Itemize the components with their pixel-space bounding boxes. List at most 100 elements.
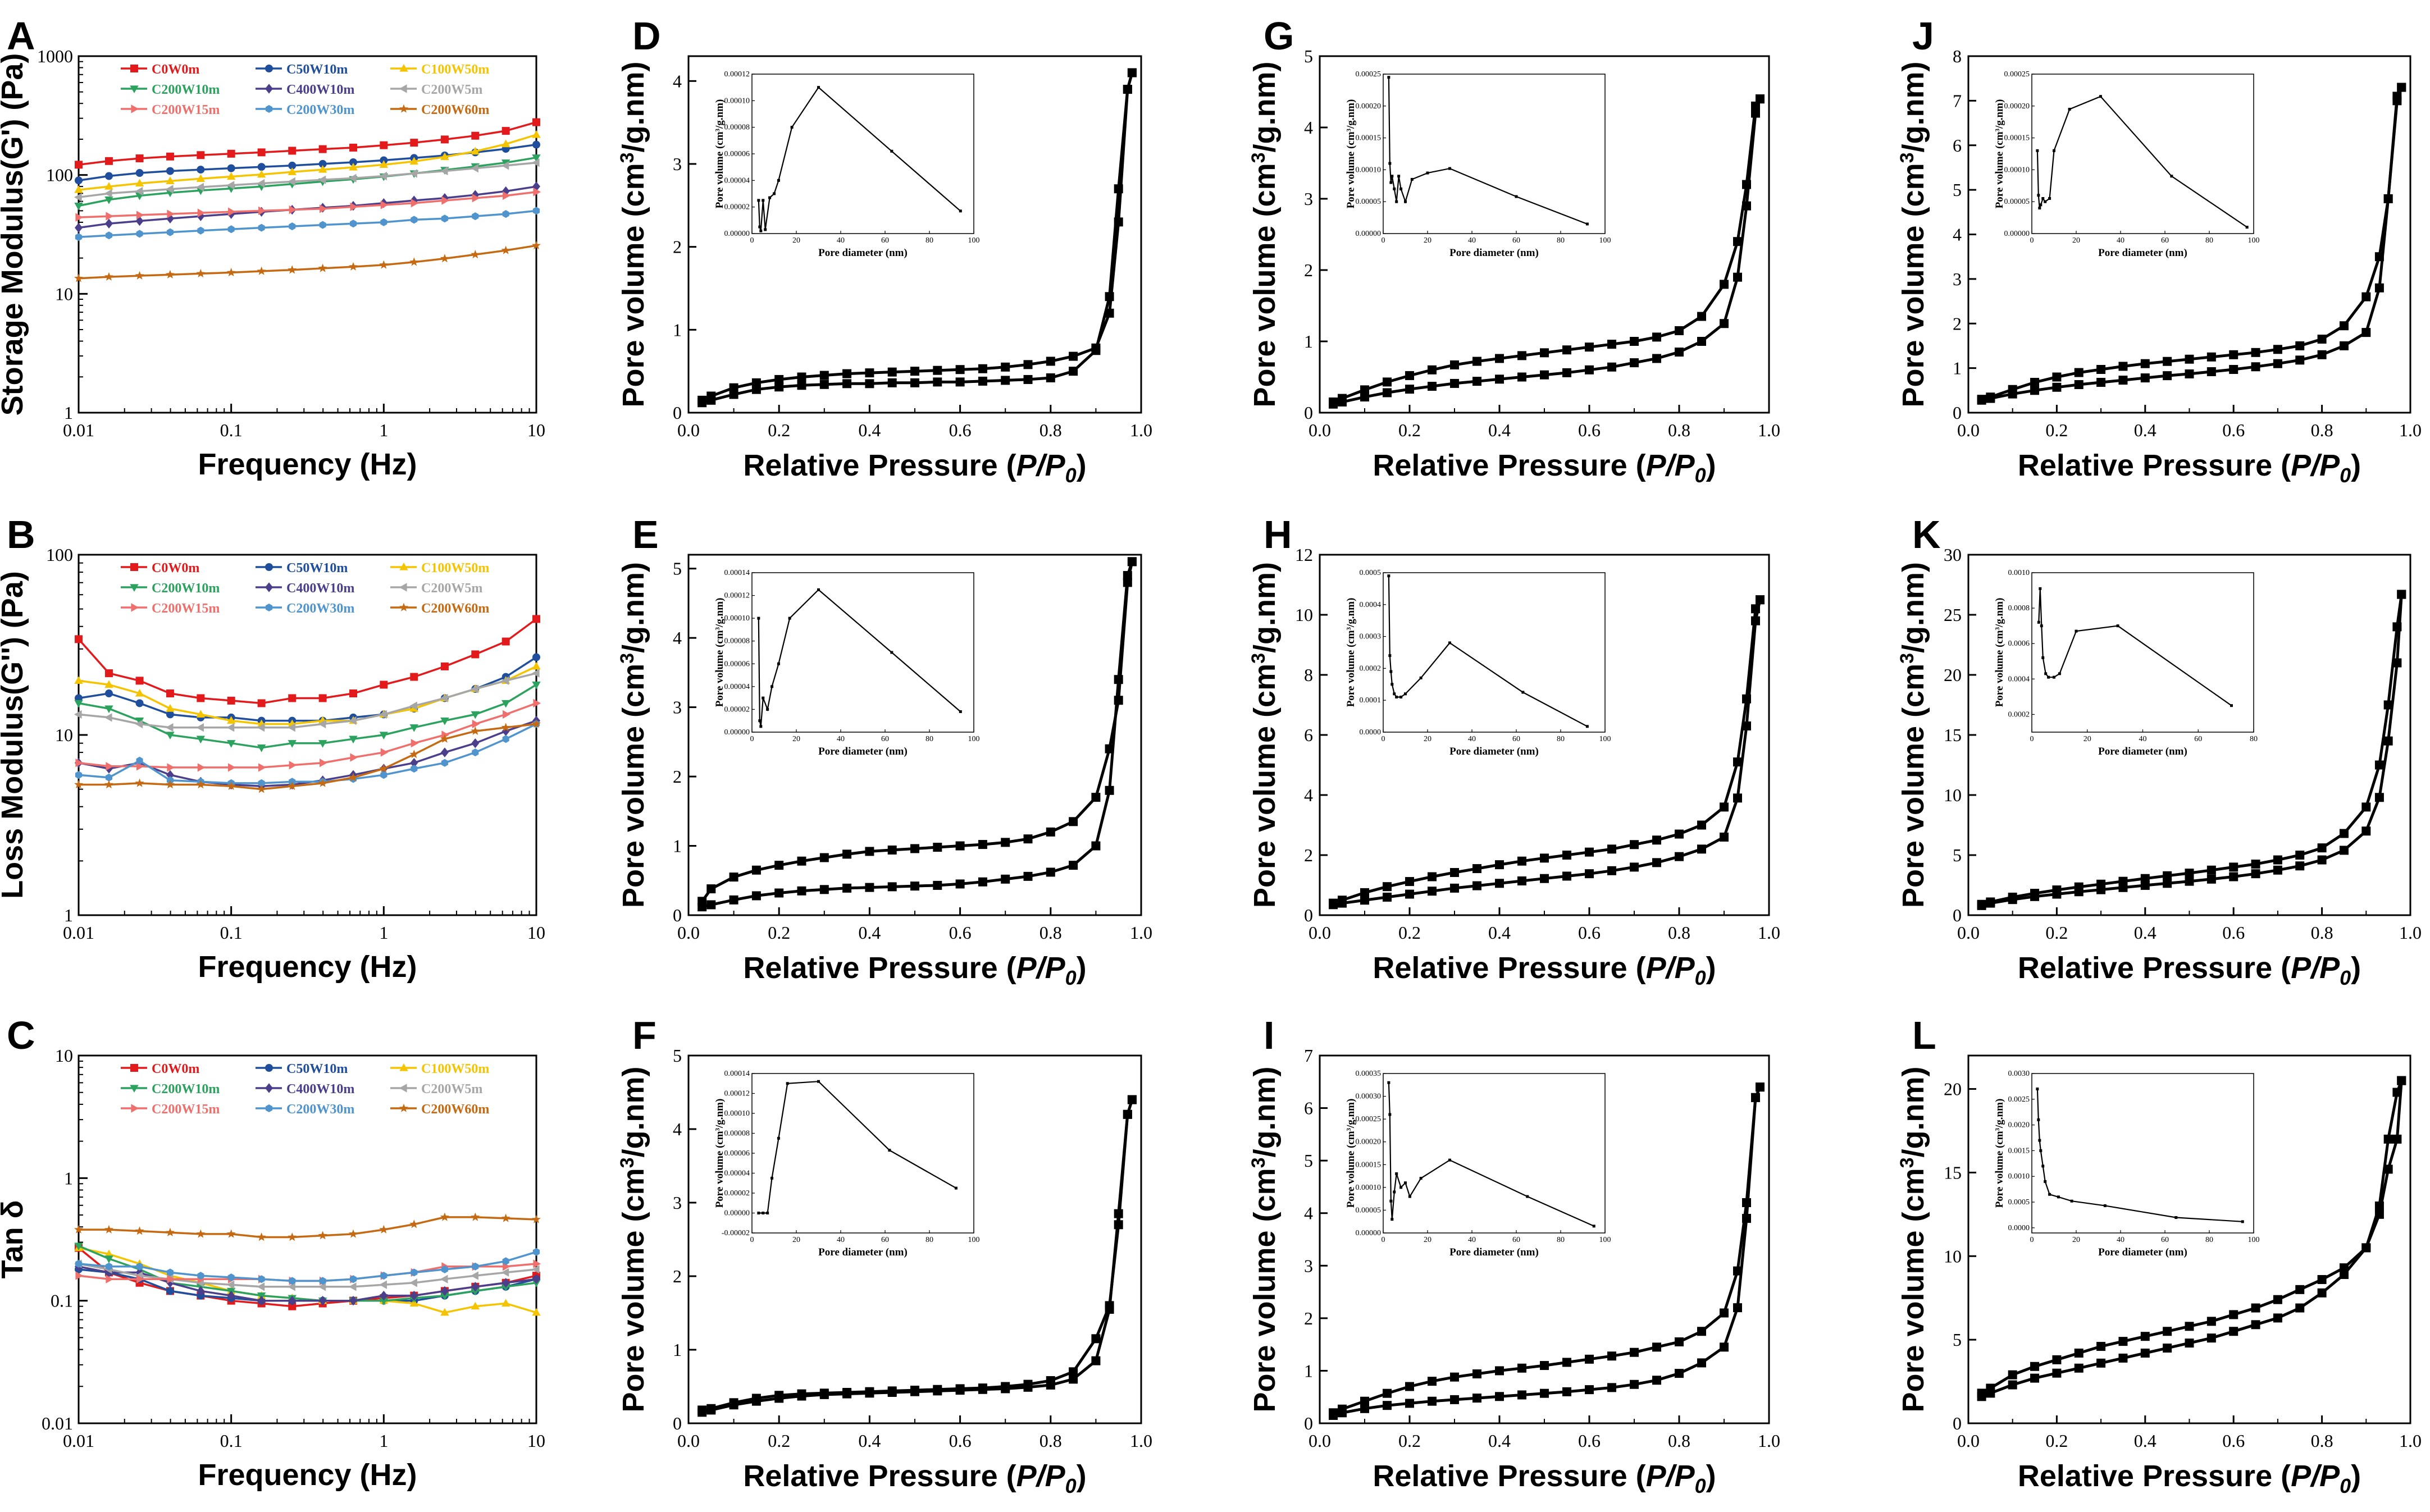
- adsorption-data-point: [955, 377, 965, 387]
- legend-marker-C0W0m: [130, 65, 138, 72]
- data-point-C200W30m: [197, 226, 204, 235]
- y-tick-label: 8: [1304, 665, 1313, 685]
- data-point-C200W15m: [441, 196, 449, 205]
- desorption-data-point: [1720, 280, 1729, 289]
- y-tick-label: 0: [1953, 1413, 1962, 1433]
- desorption-data-point: [1697, 312, 1706, 321]
- desorption-data-point: [1977, 1388, 1986, 1398]
- adsorption-data-point: [1046, 867, 1055, 877]
- desorption-data-point: [1495, 354, 1504, 363]
- adsorption-data-point: [1472, 1394, 1481, 1403]
- desorption-data-point: [1069, 1367, 1078, 1377]
- data-point-C200W5m: [318, 1282, 326, 1291]
- data-point-C200W10m: [257, 744, 266, 752]
- y-tick-label: 10: [55, 284, 73, 304]
- adsorption-data-point: [1675, 348, 1684, 357]
- desorption-data-point: [933, 843, 942, 852]
- inset-data-point: [2041, 1164, 2045, 1168]
- data-point-C200W5m: [531, 1265, 540, 1274]
- inset-data-point: [1399, 187, 1403, 190]
- adsorption-data-point: [933, 377, 942, 387]
- desorption-data-point: [1697, 820, 1706, 830]
- y-axis-title: Pore volume (cm3/g.nm): [617, 562, 650, 908]
- data-point-C100W50m: [104, 680, 113, 688]
- inset-data-point: [1448, 641, 1451, 645]
- y-tick-label: 2: [1304, 845, 1313, 865]
- data-point-C200W5m: [226, 181, 235, 190]
- x-tick-label: 0.6: [2222, 1431, 2245, 1451]
- data-point-C200W30m: [532, 207, 540, 215]
- desorption-data-point: [1540, 348, 1549, 358]
- data-point-C200W10m: [226, 740, 236, 748]
- y-axis-title: Pore volume (cm3/g.nm): [1248, 61, 1282, 407]
- legend-marker-C200W30m: [265, 1104, 273, 1112]
- inset-data-point: [2040, 624, 2043, 628]
- desorption-data-point: [1607, 340, 1616, 349]
- y-tick-label: 4: [1304, 117, 1313, 138]
- data-point-C200W5m: [471, 684, 478, 693]
- desorption-data-point: [842, 369, 852, 378]
- inset-y-tick-label: 0.0004: [1360, 601, 1382, 609]
- inset-y-title-part: Pore volume (cm: [1345, 1131, 1357, 1208]
- inset-y-tick-label: 0.00015: [2004, 134, 2030, 143]
- adsorption-data-point: [1091, 841, 1101, 851]
- x-axis-title-part: Relative Pressure (: [1373, 1459, 1645, 1493]
- inset-y-tick-label: 0.00006: [724, 660, 750, 668]
- x-tick-label: 1: [379, 922, 388, 943]
- inset-y-title-part: /g.nm): [714, 99, 726, 129]
- desorption-data-point: [2295, 851, 2305, 860]
- x-axis-title-subscript: 0: [1065, 966, 1077, 989]
- adsorption-data-point: [1069, 861, 1078, 870]
- series-line-C400W10m: [78, 1266, 537, 1302]
- inset-y-tick-label: 0.00000: [724, 1209, 750, 1218]
- adsorption-data-point: [1630, 358, 1639, 368]
- desorption-data-point: [774, 374, 784, 384]
- desorption-data-point: [729, 1398, 738, 1408]
- data-point-C200W5m: [531, 669, 540, 678]
- legend-marker-C50W10m: [265, 1064, 273, 1072]
- desorption-data-point: [2206, 352, 2216, 362]
- inset-y-tick-label: 0.00014: [724, 569, 750, 577]
- inset-data-point: [1387, 76, 1390, 79]
- inset-x-tick-label: 100: [968, 236, 980, 245]
- data-point-C200W15m: [106, 212, 114, 221]
- adsorption-data-point: [2140, 373, 2150, 383]
- adsorption-data-point: [2140, 1348, 2150, 1358]
- y-axis-title-superscript: 3: [617, 653, 638, 664]
- data-point-C200W15m: [167, 209, 175, 218]
- data-point-C200W10m: [409, 724, 419, 732]
- y-axis-title-part: /g.nm): [617, 61, 650, 152]
- inset-x-tick-label: 20: [792, 1236, 800, 1244]
- data-point-C200W60m: [501, 723, 510, 732]
- inset-background: [1347, 1067, 1612, 1264]
- adsorption-data-point: [1697, 1358, 1706, 1368]
- adsorption-data-point: [2317, 1288, 2327, 1298]
- inset-y-tick-label: 0.0003: [1360, 633, 1382, 641]
- data-point-C200W30m: [289, 222, 296, 231]
- inset-y-title-part: /g.nm): [1345, 99, 1357, 129]
- adsorption-data-point: [751, 891, 761, 901]
- data-point-C200W60m: [196, 780, 206, 789]
- inset-x-title: Pore diameter (nm): [818, 247, 908, 259]
- adsorption-data-point: [2185, 1339, 2194, 1348]
- adsorption-data-point: [1495, 1392, 1504, 1401]
- series-line-C200W60m: [79, 723, 537, 791]
- data-point-C0W0m: [410, 139, 418, 147]
- desorption-data-point: [751, 378, 761, 387]
- y-tick-label: 5: [1953, 845, 1962, 865]
- y-tick-label: 12: [1295, 545, 1313, 565]
- desorption-data-point: [729, 383, 738, 392]
- desorption-data-point: [2273, 1295, 2282, 1304]
- inset-data-point: [959, 710, 962, 713]
- data-point-C200W60m: [440, 734, 449, 743]
- legend-label-C50W10m: C50W10m: [286, 561, 348, 575]
- data-point-C200W30m: [380, 771, 387, 779]
- data-point-C400W10m: [440, 1286, 449, 1296]
- desorption-data-point: [1383, 377, 1392, 387]
- inset-x-tick-label: 40: [1468, 735, 1476, 743]
- adsorption-data-point: [1428, 382, 1437, 391]
- inset-data-point: [1390, 683, 1394, 686]
- data-point-C100W50m: [532, 1308, 541, 1316]
- legend-label-C200W5m: C200W5m: [421, 1082, 482, 1097]
